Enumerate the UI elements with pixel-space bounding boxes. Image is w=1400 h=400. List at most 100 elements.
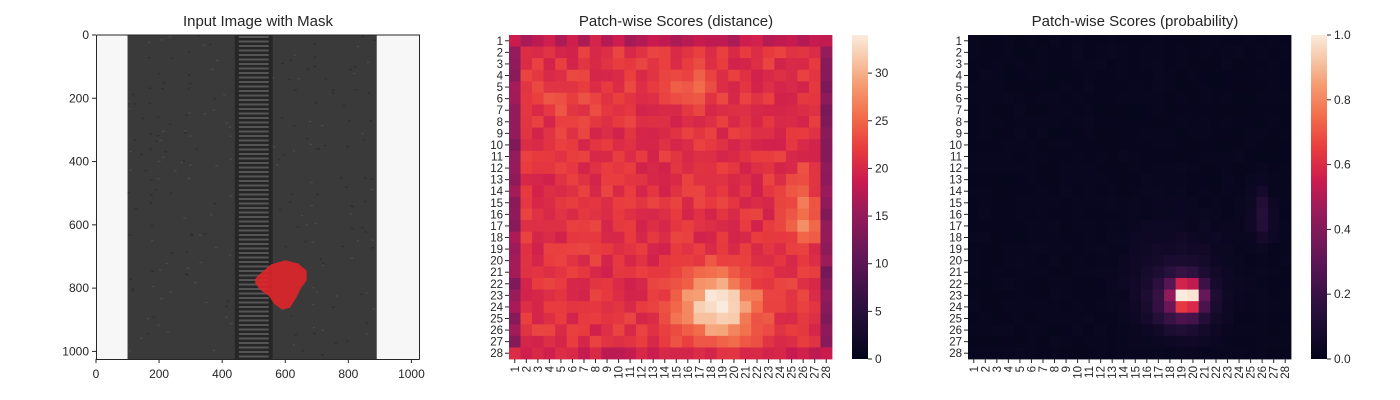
heatmap-cell [635,335,648,348]
heatmap-cell [716,162,729,175]
heatmap-cell [1060,185,1073,198]
heatmap-cell [1256,139,1269,152]
heatmap-cell [1141,162,1153,175]
heatmap-cell [1221,301,1234,314]
heatmap-cell [509,220,521,233]
heatmap-cell [1244,46,1257,59]
zipper-tooth [238,166,269,169]
heatmap-cell [1152,278,1165,290]
heatmap-cell [1267,35,1280,47]
heatmap-cell [716,289,729,302]
heatmap-cell [705,127,718,140]
heatmap-cell [670,69,683,82]
heatmap-cell [1152,231,1165,244]
fabric-texture-mark [129,278,133,280]
fabric-texture-mark [189,164,192,166]
heatmap-cell [1244,243,1257,256]
heatmap-cell [1014,92,1027,105]
heatmap-cell [1210,266,1223,279]
y-tick-label: 13 [490,175,503,187]
heatmap-cell [1221,104,1234,117]
heatmap-cell [1129,254,1142,267]
heatmap-cell [693,127,706,140]
heatmap-cell [1106,208,1119,221]
heatmap-cell [1129,116,1142,128]
heatmap-cell [1002,35,1015,47]
fabric-texture-mark [351,206,355,208]
heatmap-cell [1071,185,1084,198]
heatmap-cell [1210,312,1223,325]
heatmap-cell [1083,162,1096,175]
heatmap-cell [682,278,694,290]
heatmap-cell [1106,139,1119,152]
heatmap-cell [762,139,775,152]
heatmap-cell [624,92,637,105]
heatmap-cell [578,301,591,314]
heatmap-cell [543,231,556,244]
heatmap-cell [578,266,591,279]
heatmap-cell [612,347,625,360]
heatmap-cell [762,69,775,82]
y-tick-label: 18 [949,233,962,245]
fabric-texture-mark [162,130,165,132]
heatmap-cell [624,278,637,290]
zipper-tooth [238,234,269,236]
heatmap-cell [1256,231,1269,244]
heatmap-cell [991,173,1004,186]
heatmap-cell [1210,243,1223,256]
heatmap-cell [1037,347,1050,360]
heatmap-cell [1037,312,1050,325]
heatmap-cell [1244,173,1257,186]
heatmap-cell [555,347,568,360]
x-tick-label: 12 [1096,366,1108,379]
zipper-tooth [238,337,269,340]
heatmap-cell [968,220,980,233]
heatmap-cell [670,185,683,198]
fabric-texture-mark [226,300,230,302]
heatmap-cell [578,127,591,140]
heatmap-cell [1071,324,1084,337]
heatmap-cell [578,92,591,105]
fabric-texture-mark [183,132,187,134]
x-tick-label: 20 [729,366,741,379]
heatmap-cell [751,220,764,233]
heatmap-cell [991,301,1004,314]
fabric-texture-mark [148,102,152,105]
heatmap-cell [658,116,671,128]
x-tick-label: 25 [787,366,799,379]
fabric-texture-mark [310,204,313,207]
heatmap-cell [520,197,533,209]
heatmap-cell [808,208,821,221]
heatmap-cell [797,231,810,244]
heatmap-cell [1106,104,1119,117]
heatmap-cell [785,150,798,163]
heatmap-cell [555,289,568,302]
heatmap-cell [991,289,1004,302]
heatmap-cell [716,81,729,94]
x-tick-label: 5 [1015,366,1027,372]
heatmap-cell [1175,208,1188,221]
heatmap-cell [1014,35,1027,47]
heatmap-cell [1014,347,1027,360]
heatmap-cell [979,231,992,244]
heatmap-cell [1037,69,1050,82]
heatmap-cell [1164,278,1177,290]
x-tick-label: 10 [1073,366,1085,379]
fabric-texture-mark [185,251,188,253]
heatmap-cell [820,231,833,244]
heatmap-cell [1025,289,1038,302]
heatmap-cell [1198,347,1211,360]
heatmap-cell [1210,69,1223,82]
heatmap-cell [1117,69,1130,82]
heatmap-cell [1233,254,1246,267]
heatmap-cell [1014,208,1027,221]
heatmap-cell [1221,150,1234,163]
heatmap-cell [1117,197,1130,209]
heatmap-cell [716,58,729,71]
heatmap-cell [612,312,625,325]
fabric-texture-mark [294,89,297,91]
heatmap-cell [635,173,648,186]
heatmap-cell [1164,139,1177,152]
heatmap-cell [1002,150,1015,163]
heatmap-cell [1256,69,1269,82]
